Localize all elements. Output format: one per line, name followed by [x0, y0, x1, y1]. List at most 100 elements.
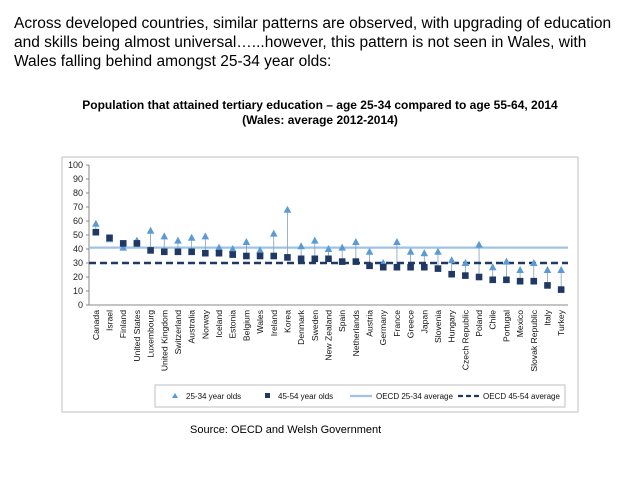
category-label: Chile: [488, 310, 498, 330]
point-25-34: [461, 259, 470, 266]
category-label: Wales: [255, 310, 265, 334]
y-tick-label: 0: [78, 300, 83, 310]
point-25-34: [256, 246, 264, 254]
point-45-54: [106, 234, 113, 242]
point-45-54: [284, 254, 291, 261]
point-25-34: [543, 266, 552, 273]
category-label: Slovenia: [433, 310, 443, 343]
point-45-54: [462, 272, 469, 279]
category-label: Sweden: [310, 310, 320, 341]
category-label: Netherlands: [351, 310, 361, 356]
category-label: Switzerland: [173, 310, 183, 355]
point-45-54: [215, 249, 223, 257]
point-45-54: [338, 258, 346, 265]
point-25-34: [201, 232, 210, 240]
point-45-54: [393, 263, 401, 271]
category-label: Portugal: [501, 310, 511, 342]
point-25-34: [146, 226, 155, 234]
legend-marker-25-34: [172, 393, 178, 398]
point-25-34: [242, 238, 251, 245]
point-45-54: [297, 255, 305, 263]
y-tick-label: 100: [68, 160, 83, 170]
legend-label-25-34: 25-34 year olds: [186, 392, 241, 401]
legend-marker-45-54: [265, 393, 270, 398]
point-25-34: [488, 263, 497, 271]
point-45-54: [133, 240, 141, 247]
point-25-34: [297, 242, 305, 250]
y-tick-label: 40: [73, 244, 83, 254]
y-tick-label: 70: [73, 202, 83, 212]
point-25-34: [324, 245, 333, 252]
category-label: Mexico: [515, 310, 525, 337]
category-label: Finland: [118, 310, 128, 338]
point-25-34: [338, 243, 346, 251]
point-45-54: [448, 270, 455, 278]
y-tick-label: 30: [73, 258, 83, 268]
point-25-34: [393, 238, 401, 245]
point-25-34: [187, 233, 196, 241]
point-45-54: [147, 247, 154, 254]
category-label: Denmark: [296, 309, 306, 345]
point-45-54: [530, 277, 538, 285]
category-label: Greece: [406, 310, 416, 338]
point-25-34: [215, 243, 223, 251]
legend-label-45-54: 45-54 year olds: [278, 392, 333, 401]
category-label: Norway: [200, 309, 210, 339]
chart-subtitle: (Wales: average 2012-2014): [242, 113, 398, 127]
category-label: Italy: [542, 309, 552, 325]
category-label: United Kingdom: [159, 310, 169, 371]
point-45-54: [188, 248, 195, 256]
point-25-34: [311, 236, 319, 244]
category-label: France: [392, 310, 402, 337]
category-label: Australia: [187, 310, 197, 344]
category-label: Germany: [378, 309, 388, 345]
point-45-54: [434, 265, 442, 272]
point-45-54: [475, 273, 483, 281]
category-label: Austria: [365, 310, 375, 337]
category-label: Spain: [337, 310, 347, 332]
point-25-34: [365, 247, 374, 255]
point-45-54: [352, 258, 360, 265]
y-tick-label: 90: [73, 174, 83, 184]
chart-title-block: Population that attained tertiary educat…: [40, 98, 600, 128]
point-25-34: [352, 238, 360, 245]
point-25-34: [228, 245, 237, 252]
point-45-54: [544, 282, 551, 289]
legend-label-oecd-25-34: OECD 25-34 average: [376, 392, 453, 401]
y-tick-label: 60: [73, 216, 83, 226]
category-label: Czech Republic: [460, 309, 470, 370]
point-25-34: [420, 249, 429, 257]
point-25-34: [119, 243, 128, 251]
point-45-54: [270, 252, 278, 260]
point-45-54: [243, 252, 250, 260]
point-25-34: [502, 257, 511, 265]
y-tick-label: 50: [73, 230, 83, 240]
category-label: New Zealand: [324, 310, 334, 361]
category-label: Korea: [282, 310, 292, 333]
point-25-34: [529, 259, 538, 266]
source-note: Source: OECD and Welsh Government: [190, 424, 382, 436]
point-45-54: [516, 277, 524, 285]
point-25-34: [283, 205, 292, 213]
point-45-54: [489, 276, 497, 284]
point-45-54: [557, 286, 565, 293]
point-45-54: [503, 276, 510, 284]
category-label: Turkey: [556, 309, 566, 336]
category-label: Poland: [474, 310, 484, 337]
point-45-54: [407, 263, 414, 271]
point-25-34: [557, 266, 565, 273]
point-25-34: [174, 236, 182, 244]
point-25-34: [516, 266, 524, 273]
intro-text: Across developed countries, similar patt…: [14, 15, 612, 70]
category-label: Luxembourg: [146, 310, 156, 358]
category-label: Israel: [105, 310, 115, 331]
point-25-34: [434, 247, 442, 255]
category-label: United States: [132, 310, 142, 362]
point-25-34: [475, 240, 483, 248]
category-label: Slovak Republic: [529, 309, 539, 371]
y-tick-label: 80: [73, 188, 83, 198]
point-45-54: [229, 251, 236, 258]
category-label: Belgium: [241, 310, 251, 341]
y-tick-label: 20: [73, 272, 83, 282]
category-label: Iceland: [214, 310, 224, 338]
